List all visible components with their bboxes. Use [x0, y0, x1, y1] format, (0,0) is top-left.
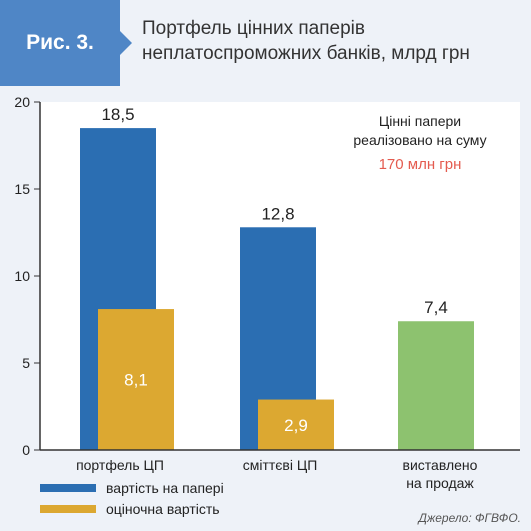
category-label: на продаж: [406, 475, 474, 491]
legend-swatch: [40, 484, 96, 492]
category-label: сміттєві ЦП: [243, 457, 318, 473]
bar-for-sale: [398, 321, 474, 450]
y-tick-label: 10: [14, 268, 30, 284]
data-label-estimated: 2,9: [284, 416, 308, 435]
legend-label: оціночна вартість: [106, 501, 220, 517]
legend-swatch: [40, 505, 96, 513]
data-label-estimated: 8,1: [124, 371, 148, 390]
data-label-paper: 12,8: [261, 204, 294, 223]
source-note: Джерело: ФГВФО.: [419, 511, 521, 525]
category-label: портфель ЦП: [76, 457, 164, 473]
y-tick-label: 0: [22, 442, 30, 458]
annotation-highlight: 170 млн грн: [379, 156, 462, 173]
data-label-paper: 18,5: [101, 105, 134, 124]
annotation-line2: реалізовано на суму: [353, 132, 486, 148]
legend-label: вартість на папері: [106, 480, 224, 496]
category-label: виставлено: [403, 457, 478, 473]
y-tick-label: 5: [22, 355, 30, 371]
annotation-line1: Цінні папери: [379, 113, 461, 129]
data-label-for-sale: 7,4: [424, 298, 448, 317]
y-tick-label: 15: [14, 181, 30, 197]
y-tick-label: 20: [14, 94, 30, 110]
